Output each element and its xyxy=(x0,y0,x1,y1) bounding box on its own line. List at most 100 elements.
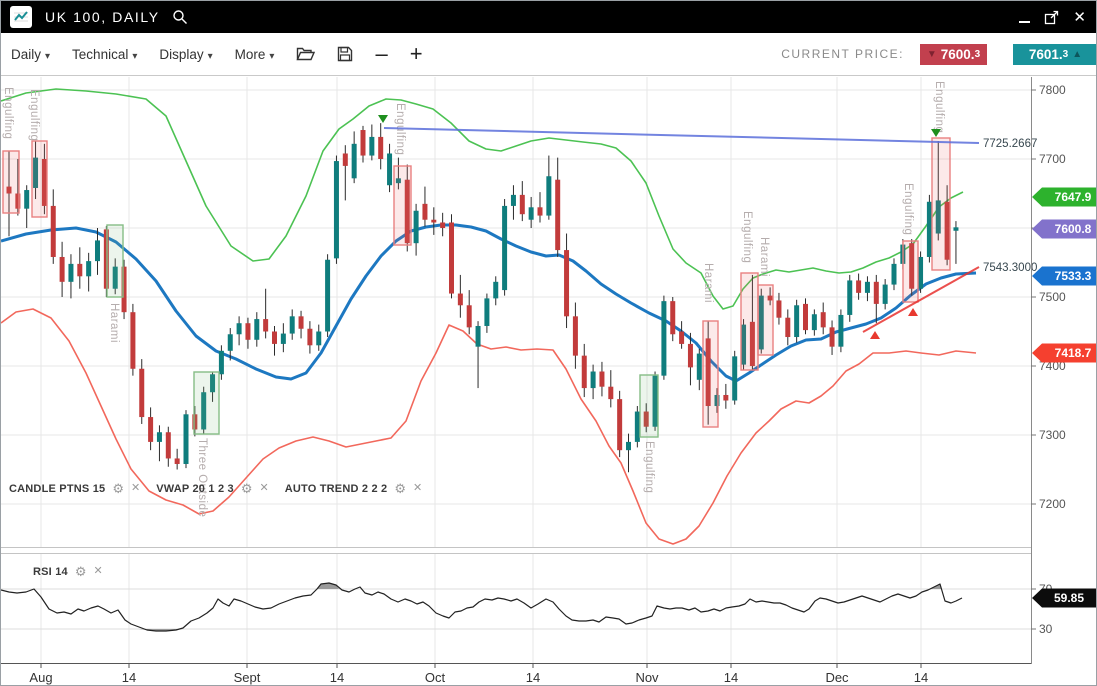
pattern-label: Engulfing xyxy=(902,183,914,235)
axes: 78007700760075007400730072007030Aug14Sep… xyxy=(1,77,1096,685)
sell-price-button[interactable]: ▼ 7600. 3 xyxy=(920,43,987,65)
candle-body xyxy=(77,263,83,277)
gear-icon[interactable]: ⚙ xyxy=(240,481,253,496)
pattern-label: Engulfing xyxy=(741,211,753,263)
candle-body xyxy=(333,161,339,259)
x-axis-tick: Dec xyxy=(825,670,849,685)
candle-body xyxy=(749,321,755,366)
candle-body xyxy=(493,281,499,299)
price-tag xyxy=(1032,219,1096,239)
pattern-label: Engulfing xyxy=(28,89,40,141)
arrow-down-icon: ▼ xyxy=(926,48,937,60)
x-axis-tick: Sept xyxy=(234,670,261,685)
candle-body xyxy=(909,243,915,289)
menu-display[interactable]: Display ▾ xyxy=(159,46,213,62)
pattern-boxes xyxy=(2,137,951,438)
menu-timeframe[interactable]: Daily ▾ xyxy=(11,46,51,62)
candle-body xyxy=(891,263,897,285)
candle-body xyxy=(440,222,446,228)
trendline xyxy=(383,127,980,144)
candle-body xyxy=(882,284,888,304)
menu-more[interactable]: More ▾ xyxy=(234,46,275,62)
close-icon[interactable]: ✕ xyxy=(413,482,423,494)
pattern-label: Harami xyxy=(758,237,770,277)
minimize-button[interactable] xyxy=(1019,12,1031,23)
candle-body xyxy=(254,319,260,340)
candle-body xyxy=(537,207,543,216)
rsi-pane xyxy=(1,582,963,632)
pattern-box-bear xyxy=(757,284,774,356)
close-icon[interactable]: ✕ xyxy=(259,482,269,494)
indicator-vwap: VWAP 20 1 2 3 ⚙ ✕ xyxy=(156,481,269,496)
candle-body xyxy=(918,256,924,289)
pattern-box-bull xyxy=(193,371,220,435)
search-icon[interactable] xyxy=(172,9,188,25)
candle-body xyxy=(661,301,667,376)
candle-body xyxy=(378,136,384,159)
pattern-box-bear xyxy=(31,140,48,218)
zoom-in-button[interactable]: + xyxy=(409,41,423,66)
arrow-up-icon: ▲ xyxy=(1072,48,1083,60)
candle-body xyxy=(298,316,304,329)
rsi-line xyxy=(1,582,963,632)
trendlines[interactable]: 7725.2667 7543.3000 xyxy=(383,127,1037,333)
chevron-down-icon: ▾ xyxy=(269,50,275,62)
rsi-threshold-fill xyxy=(317,583,339,589)
close-icon[interactable]: ✕ xyxy=(93,565,103,577)
menu-technical[interactable]: Technical ▾ xyxy=(72,46,138,62)
candle-body xyxy=(68,263,74,282)
signal-markers xyxy=(378,115,941,339)
candle-body xyxy=(15,193,21,209)
candles xyxy=(6,123,959,473)
close-icon[interactable]: ✕ xyxy=(131,482,141,494)
candle-body xyxy=(236,323,242,335)
candle-body xyxy=(201,392,207,430)
candle-body xyxy=(148,417,154,442)
candle-body xyxy=(289,316,295,334)
candle-body xyxy=(192,414,198,430)
candle-body xyxy=(121,266,127,313)
candle-body xyxy=(953,227,959,231)
candle-body xyxy=(794,305,800,338)
candle-body xyxy=(466,305,472,328)
x-axis-tick: 14 xyxy=(526,670,540,685)
popout-button[interactable] xyxy=(1044,10,1059,25)
candle-body xyxy=(325,259,331,332)
close-button[interactable]: ✕ xyxy=(1073,8,1086,26)
indicator-candle-patterns: CANDLE PTNS 15 ⚙ ✕ xyxy=(9,481,141,496)
x-axis-tick: 14 xyxy=(724,670,738,685)
open-chart-icon[interactable] xyxy=(296,46,316,62)
zoom-out-button[interactable]: – xyxy=(375,41,388,66)
candle-body xyxy=(50,205,56,257)
candle-body xyxy=(864,281,870,293)
x-axis-tick: Nov xyxy=(635,670,659,685)
gear-icon[interactable]: ⚙ xyxy=(394,481,407,496)
candle-body xyxy=(820,312,826,328)
candle-body xyxy=(617,399,623,451)
candle-body xyxy=(546,176,552,216)
title-bar: UK 100, DAILY ✕ xyxy=(1,1,1096,33)
candle-body xyxy=(643,411,649,427)
candle-body xyxy=(502,205,508,291)
candle-body xyxy=(360,130,366,156)
candle-body xyxy=(811,314,817,331)
candle-body xyxy=(174,458,180,464)
candle-body xyxy=(369,136,375,156)
sell-signal-icon xyxy=(931,129,941,137)
candle-body xyxy=(803,303,808,331)
candle-body xyxy=(227,334,233,351)
candle-body xyxy=(944,201,950,260)
candle-body xyxy=(741,324,747,365)
overlay-lines xyxy=(1,88,977,545)
buy-price-button[interactable]: 7601. 3 ▲ xyxy=(1013,43,1096,65)
price-tag-value: 7600.8 xyxy=(1055,222,1092,236)
save-chart-icon[interactable] xyxy=(337,46,353,62)
candle-body xyxy=(387,153,393,186)
gear-icon[interactable]: ⚙ xyxy=(112,481,124,496)
candle-body xyxy=(263,319,269,332)
chevron-down-icon: ▾ xyxy=(45,50,51,62)
gear-icon[interactable]: ⚙ xyxy=(74,564,87,579)
candle-body xyxy=(183,414,189,464)
app-logo-icon xyxy=(10,6,32,28)
